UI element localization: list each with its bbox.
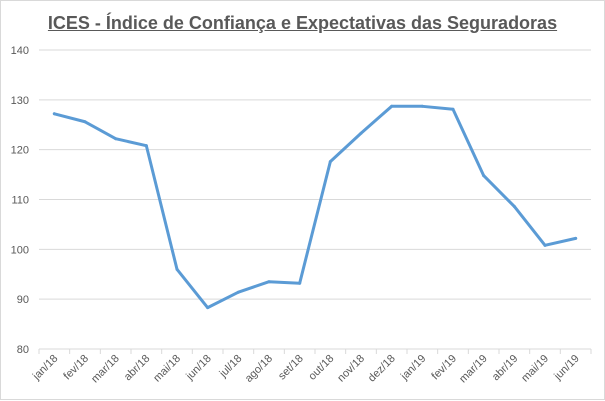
data-point: [482, 174, 486, 178]
data-point: [236, 290, 240, 294]
data-point: [390, 104, 394, 108]
x-tick-label: fev/19: [429, 353, 459, 383]
y-tick-label: 120: [11, 145, 29, 157]
x-tick-label: mai/18: [151, 353, 183, 385]
data-point: [114, 137, 118, 141]
data-point: [267, 280, 271, 284]
y-tick-label: 140: [11, 45, 29, 57]
data-point: [175, 267, 179, 271]
x-tick-label: nov/18: [335, 353, 367, 385]
x-tick-label: jan/18: [30, 353, 60, 383]
y-tick-label: 80: [17, 344, 29, 356]
x-tick-label: jan/19: [398, 353, 428, 383]
data-point: [512, 204, 516, 208]
x-tick-label: abr/18: [122, 353, 153, 384]
x-tick-label: mai/19: [519, 353, 551, 385]
y-tick-label: 130: [11, 95, 29, 107]
x-tick-label: fev/18: [61, 353, 91, 383]
x-tick-label: mar/18: [89, 353, 122, 386]
data-point: [328, 160, 332, 164]
x-tick-label: abr/19: [490, 353, 521, 384]
series-line: [52, 104, 578, 310]
data-point: [420, 104, 424, 108]
data-point: [359, 131, 363, 135]
x-tick-label: set/18: [276, 353, 306, 383]
x-tick-label: jul/18: [217, 353, 245, 381]
chart-title: ICES - Índice de Confiança e Expectativa…: [47, 13, 558, 33]
data-point: [574, 236, 578, 240]
x-tick-label: mar/19: [457, 353, 490, 386]
data-point: [52, 112, 56, 116]
data-point: [206, 306, 210, 310]
x-tick-label: jun/19: [551, 353, 581, 383]
x-tick-label: out/18: [306, 353, 336, 383]
y-tick-label: 90: [17, 294, 29, 306]
x-tick-label: ago/18: [243, 353, 275, 385]
x-tick-label: jun/18: [183, 353, 213, 383]
y-tick-label: 110: [11, 195, 29, 207]
data-point: [543, 243, 547, 247]
data-point: [83, 120, 87, 124]
x-tick-label: dez/18: [366, 353, 398, 385]
data-point: [451, 107, 455, 111]
y-tick-label: 100: [11, 244, 29, 256]
data-point: [298, 281, 302, 285]
data-point: [144, 144, 148, 148]
